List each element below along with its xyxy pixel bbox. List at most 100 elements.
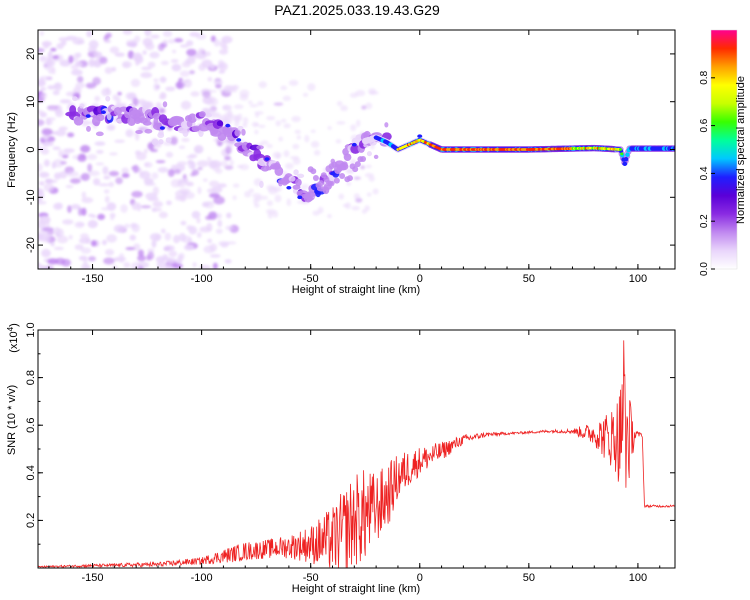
spectrogram-noise-blob — [130, 78, 141, 88]
spectrogram-noise-blob — [38, 109, 44, 114]
spectrogram-noise-blob — [103, 175, 111, 180]
spectrogram-noise-blob — [134, 132, 140, 141]
spectrogram-noise-blob — [120, 204, 128, 213]
spectrogram-noise-blob — [302, 92, 309, 97]
spectrogram-noise-blob — [217, 219, 223, 228]
spectrogram-noise-blob — [366, 192, 372, 197]
spectrogram-noise-blob — [88, 58, 95, 68]
spectrogram-noise-blob — [72, 53, 79, 62]
spectrogram-ridge-blob — [343, 153, 352, 161]
spectrogram-noise-blob — [179, 79, 189, 83]
spectrogram-noise-blob — [59, 99, 72, 104]
spectrogram-noise-blob — [38, 265, 48, 269]
spectrogram-noise-blob — [55, 129, 67, 137]
spectrogram-noise-blob — [225, 225, 234, 231]
spectrogram-noise-blob — [65, 35, 78, 41]
spectrogram-noise-blob — [203, 51, 212, 57]
spectrogram-noise-blob — [266, 200, 274, 207]
spectrogram-ridge-blob — [241, 128, 246, 136]
spectrogram-noise-blob — [232, 85, 238, 93]
spectrogram-noise-blob — [83, 257, 88, 266]
spectrogram-noise-blob — [121, 167, 130, 175]
spectrogram-noise-blob — [353, 176, 361, 180]
spectrogram-noise-blob — [181, 235, 192, 244]
spectrogram-noise-blob — [47, 50, 53, 60]
spectrogram-ridge-highlight — [622, 162, 628, 166]
spectrogram-noise-blob — [313, 149, 321, 156]
spectrogram-ridge-blob — [105, 95, 111, 102]
spectrogram-noise-blob — [140, 205, 152, 209]
spectrogram-ridge-blob — [72, 96, 78, 102]
spectrogram-noise-blob — [340, 105, 348, 112]
spectrogram-noise-blob — [129, 234, 137, 241]
colorbar-tick-label: 0.2 — [699, 214, 710, 228]
spectrogram-ridge-blob — [354, 161, 361, 168]
spectrogram-noise-blob — [104, 195, 110, 203]
spectrogram-x-tick-label: 50 — [523, 273, 535, 285]
spectrogram-noise-blob — [222, 105, 229, 109]
spectrogram-noise-blob — [282, 95, 291, 102]
spectrogram-noise-blob — [87, 220, 98, 229]
spectrogram-ridge-blob — [198, 111, 206, 118]
snr-series-line — [38, 340, 675, 568]
spectrogram-noise-blob — [114, 52, 125, 57]
spectrogram-noise-blob — [183, 244, 195, 251]
spectrogram-noise-blob — [226, 212, 232, 219]
spectrogram-noise-blob — [187, 159, 194, 165]
spectrogram-noise-blob — [128, 39, 138, 48]
spectrogram-noise-blob — [104, 39, 112, 44]
spectrogram-ridge-blob — [331, 161, 338, 168]
spectrogram-noise-blob — [156, 261, 167, 269]
snr-x-tick-label: -50 — [303, 572, 319, 584]
spectrogram-x-tick-label: 0 — [417, 273, 423, 285]
spectrogram-noise-blob — [259, 195, 269, 200]
snr-x-axis: -150 -100 -50 0 50 100 — [48, 330, 661, 584]
spectrogram-noise-blob — [225, 145, 232, 155]
spectrogram-x-tick-label: -100 — [191, 273, 213, 285]
snr-x-tick-label: 0 — [417, 572, 423, 584]
spectrogram-noise-blob — [257, 101, 264, 106]
spectrogram-noise-blob — [70, 204, 81, 210]
spectrogram-noise-blob — [147, 197, 160, 202]
spectrogram-noise-blob — [188, 153, 198, 159]
spectrogram-noise-blob — [80, 247, 92, 254]
spectrogram-noise-blob — [38, 233, 43, 241]
spectrogram-noise-blob — [239, 89, 250, 98]
spectrogram-noise-blob — [291, 115, 301, 123]
spectrogram-ridge-blob — [135, 129, 143, 134]
spectrogram-noise-blob — [242, 116, 249, 125]
spectrogram-noise-blob — [338, 193, 345, 200]
spectrogram-x-label: Height of straight line (km) — [292, 284, 420, 296]
spectrogram-ridge-blob — [89, 111, 95, 116]
spectrogram-noise-blob — [47, 85, 56, 90]
spectrogram-noise-blob — [68, 234, 73, 240]
spectrogram-noise-blob — [220, 160, 228, 167]
spectrogram-noise-blob — [207, 96, 216, 103]
spectrogram-noise-blob — [140, 71, 153, 79]
spectrogram-noise-blob — [86, 153, 98, 161]
spectrogram-noise-blob — [209, 193, 220, 198]
snr-y-tick-label: 1.0 — [25, 322, 37, 337]
spectrogram-ridge-blob — [346, 175, 353, 182]
spectrogram-noise-blob — [359, 165, 366, 170]
spectrogram-noise-blob — [365, 102, 373, 110]
spectrogram-noise-blob — [290, 155, 300, 160]
spectrogram-noise-blob — [182, 178, 189, 184]
spectrogram-noise-blob — [272, 151, 282, 159]
spectrogram-noise-blob — [41, 40, 52, 47]
spectrogram-noise-blob — [93, 51, 102, 59]
spectrogram-noise-blob — [185, 40, 194, 47]
spectrogram-ridge-blob — [333, 177, 340, 184]
spectrogram-noise-blob — [217, 64, 226, 69]
spectrogram-ridge-blob — [95, 131, 104, 137]
spectrogram-noise-blob — [288, 79, 299, 86]
spectrogram-noise-blob — [158, 211, 168, 219]
colorbar-tick-label: 0.0 — [699, 262, 710, 276]
spectrogram-noise-blob — [105, 32, 112, 38]
spectrogram-noise-blob — [173, 38, 184, 43]
spectrogram-noise-blob — [159, 76, 167, 83]
spectrogram-y-label: Frequency (Hz) — [6, 112, 18, 188]
spectrogram-noise-blob — [202, 178, 208, 182]
spectrogram-noise-blob — [300, 183, 310, 190]
